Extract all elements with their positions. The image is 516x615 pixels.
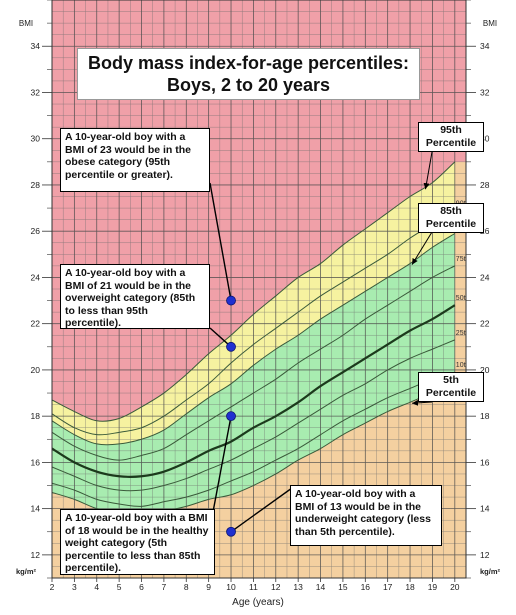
ytick-label-right: 28 [480, 180, 490, 190]
label-85th-percentile: 85th Percentile [418, 203, 484, 233]
ytick-label-left: 22 [31, 319, 41, 329]
xtick-label: 14 [316, 582, 326, 592]
xlabel: Age (years) [232, 597, 284, 608]
xtick-label: 10 [226, 582, 236, 592]
chart-title-box: Body mass index-for-age percentiles: Boy… [77, 48, 420, 100]
ytick-label-right: 30 [480, 134, 490, 144]
chart-subtitle: Boys, 2 to 20 years [166, 75, 331, 95]
xtick-label: 6 [139, 582, 144, 592]
example-point-1 [226, 341, 236, 352]
ytick-label-left: 20 [31, 365, 41, 375]
example-point-3 [226, 526, 236, 537]
label-85th-text: 85th Percentile [425, 205, 477, 230]
arrow-5th [412, 399, 433, 406]
curve-label-25th: 25th [456, 330, 470, 337]
xtick-label: 13 [293, 582, 303, 592]
curve-95th [51, 161, 456, 422]
curve-90th [51, 209, 456, 436]
xtick-label: 19 [428, 582, 438, 592]
example-point-0 [226, 295, 236, 306]
curve-85th [51, 233, 456, 446]
callout-obese: A 10-year-old boy with a BMI of 23 would… [60, 128, 210, 192]
xtick-label: 9 [206, 582, 211, 592]
ytick-label-right: 12 [480, 550, 490, 560]
example-point-2 [226, 411, 236, 422]
xtick-label: 8 [184, 582, 189, 592]
xtick-label: 5 [117, 582, 122, 592]
xtick-label: 16 [361, 582, 371, 592]
curve-10th [51, 371, 455, 507]
ytick-label-left: 32 [31, 87, 41, 97]
ytick-label-right: 18 [480, 411, 490, 421]
curve-75th [51, 265, 456, 461]
xtick-label: 2 [50, 582, 55, 592]
ylabel-right: BMI [483, 19, 497, 28]
xtick-label: 17 [383, 582, 393, 592]
right-axis-panel [466, 0, 516, 615]
curve-label-10th: 10th [456, 362, 470, 369]
bottom-axis-panel [52, 578, 466, 615]
label-5th-text: 5th Percentile [425, 374, 477, 399]
unit-label-left: kg/m² [16, 567, 37, 576]
xtick-label: 18 [405, 582, 415, 592]
leader-line-0 [209, 182, 232, 301]
label-95th-percentile: 95th Percentile [418, 122, 484, 152]
ytick-label-right: 20 [480, 365, 490, 375]
label-95th-text: 95th Percentile [425, 124, 477, 149]
ytick-label-right: 22 [480, 319, 490, 329]
xtick-label: 20 [450, 582, 460, 592]
callout-overweight: A 10-year-old boy with a BMI of 21 would… [60, 264, 210, 329]
chart-title: Body mass index-for-age percentiles: [87, 53, 410, 73]
ytick-label-right: 24 [480, 272, 490, 282]
label-5th-percentile: 5th Percentile [418, 372, 484, 402]
callout-underweight: A 10-year-old boy with a BMI of 13 would… [290, 485, 442, 546]
xtick-label: 3 [72, 582, 77, 592]
arrow-95th [423, 151, 433, 190]
plot-frame [51, 0, 467, 579]
xtick-label: 15 [338, 582, 348, 592]
unit-label-right: kg/m² [480, 567, 501, 576]
ytick-label-left: 28 [31, 180, 41, 190]
xtick-label: 12 [271, 582, 281, 592]
ytick-label-left: 30 [31, 134, 41, 144]
ytick-label-right: 34 [480, 41, 490, 51]
ytick-label-left: 34 [31, 41, 41, 51]
curve-50th [51, 304, 456, 478]
xtick-label: 4 [94, 582, 99, 592]
ytick-label-left: 14 [31, 504, 41, 514]
leader-line-2 [212, 416, 232, 513]
ylabel-left: BMI [19, 19, 33, 28]
left-axis-panel [0, 0, 52, 615]
ytick-label-right: 16 [480, 457, 490, 467]
arrow-85th [411, 231, 433, 265]
callout-underweight-text: A 10-year-old boy with a BMI of 13 would… [295, 488, 431, 538]
ytick-label-left: 12 [31, 550, 41, 560]
xtick-label: 7 [162, 582, 167, 592]
ytick-label-right: 14 [480, 504, 490, 514]
callout-healthy-text: A 10-year-old boy with a BMI of 18 would… [65, 512, 209, 575]
curve-label-75th: 75th [456, 256, 470, 263]
callout-healthy: A 10-year-old boy with a BMI of 18 would… [60, 509, 215, 575]
ytick-label-left: 24 [31, 272, 41, 282]
ytick-label-left: 18 [31, 411, 41, 421]
callout-obese-text: A 10-year-old boy with a BMI of 23 would… [65, 131, 191, 181]
curve-25th [51, 339, 456, 492]
ytick-label-right: 26 [480, 226, 490, 236]
ytick-label-left: 16 [31, 457, 41, 467]
leader-line-3 [230, 487, 293, 533]
ytick-label-right: 32 [480, 87, 490, 97]
curve-label-50th: 50th [456, 295, 470, 302]
xtick-label: 11 [249, 582, 258, 592]
ytick-label-left: 26 [31, 226, 41, 236]
callout-overweight-text: A 10-year-old boy with a BMI of 21 would… [65, 267, 196, 330]
